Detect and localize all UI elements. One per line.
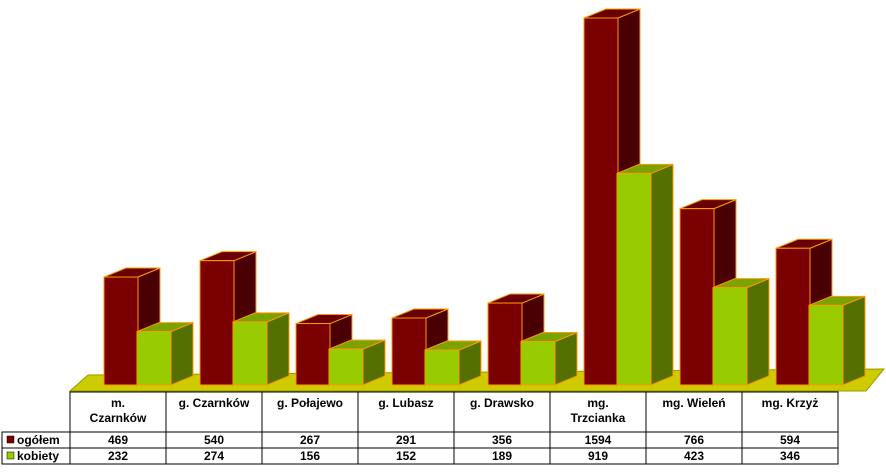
category-label: g. Połajewo bbox=[277, 396, 343, 410]
data-label-kobiety: 423 bbox=[684, 449, 704, 463]
bar-side-kobiety-5 bbox=[650, 163, 674, 386]
data-label-ogółem: 356 bbox=[492, 433, 512, 447]
data-label-kobiety: 346 bbox=[780, 449, 800, 463]
data-label-ogółem: 594 bbox=[780, 433, 800, 447]
bar-ogółem-5[interactable] bbox=[583, 17, 619, 386]
bar-kobiety-1[interactable] bbox=[232, 321, 268, 386]
category-label: g. Drawsko bbox=[470, 396, 534, 410]
bar-ogółem-4[interactable] bbox=[487, 302, 523, 386]
bar-ogółem-6[interactable] bbox=[679, 208, 715, 386]
data-label-kobiety: 152 bbox=[396, 449, 416, 463]
category-label: mg. Krzyż bbox=[762, 396, 819, 410]
category-label: m. Czarnków bbox=[90, 396, 147, 425]
bar-ogółem-0[interactable] bbox=[103, 276, 139, 386]
bar-ogółem-7[interactable] bbox=[775, 247, 811, 386]
category-label: g. Czarnków bbox=[179, 396, 250, 410]
legend-label-ogółem: ogółem bbox=[17, 433, 60, 447]
category-label: mg. Trzcianka bbox=[571, 396, 626, 425]
bar-side-kobiety-1 bbox=[266, 312, 290, 386]
data-label-ogółem: 469 bbox=[108, 433, 128, 447]
bar-side-kobiety-7 bbox=[842, 295, 866, 386]
data-label-ogółem: 766 bbox=[684, 433, 704, 447]
data-label-kobiety: 274 bbox=[204, 449, 224, 463]
bar-side-kobiety-0 bbox=[170, 321, 194, 386]
bar-kobiety-7[interactable] bbox=[808, 304, 844, 386]
bar-side-kobiety-6 bbox=[746, 277, 770, 386]
data-label-kobiety: 919 bbox=[588, 449, 608, 463]
bar-kobiety-4[interactable] bbox=[520, 340, 556, 386]
legend-swatch-kobiety bbox=[6, 451, 15, 460]
data-label-kobiety: 232 bbox=[108, 449, 128, 463]
data-label-ogółem: 1594 bbox=[585, 433, 612, 447]
data-label-ogółem: 291 bbox=[396, 433, 416, 447]
data-label-ogółem: 540 bbox=[204, 433, 224, 447]
bar-ogółem-3[interactable] bbox=[391, 317, 427, 386]
bar-kobiety-5[interactable] bbox=[616, 172, 652, 386]
category-label: mg. Wieleń bbox=[662, 396, 725, 410]
bar-ogółem-1[interactable] bbox=[199, 260, 235, 386]
bar-ogółem-2[interactable] bbox=[295, 323, 331, 386]
data-label-kobiety: 189 bbox=[492, 449, 512, 463]
bar-kobiety-2[interactable] bbox=[328, 348, 364, 386]
data-label-ogółem: 267 bbox=[300, 433, 320, 447]
legend-label-kobiety: kobiety bbox=[17, 449, 59, 463]
bar-kobiety-3[interactable] bbox=[424, 349, 460, 386]
bar-kobiety-6[interactable] bbox=[712, 287, 748, 386]
bar-kobiety-0[interactable] bbox=[136, 331, 172, 386]
data-label-kobiety: 156 bbox=[300, 449, 320, 463]
legend-swatch-ogółem bbox=[6, 435, 15, 444]
category-label: g. Lubasz bbox=[378, 396, 433, 410]
